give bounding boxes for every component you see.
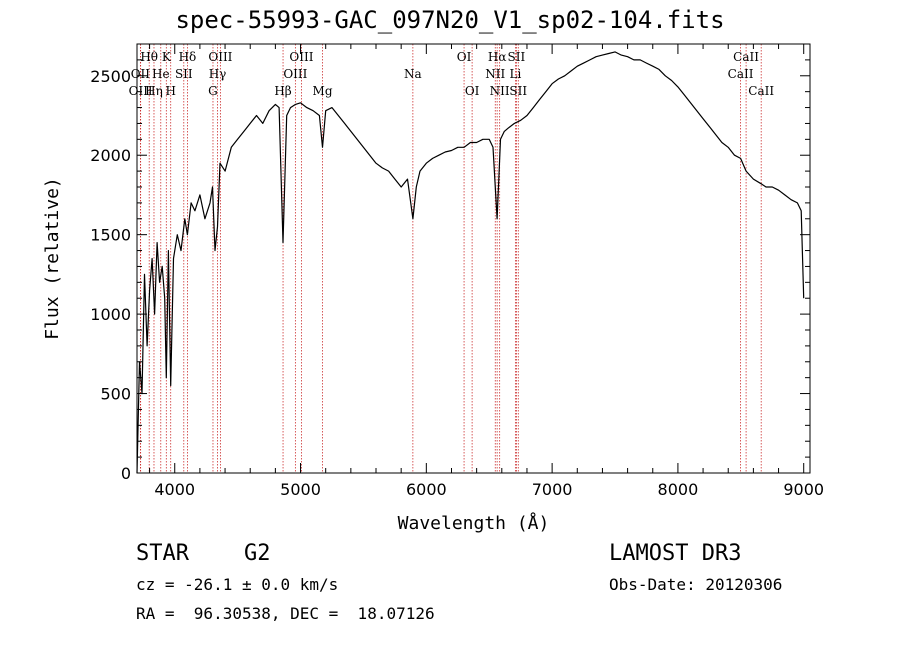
- x-tick-label: 8000: [658, 480, 699, 499]
- chart-title: spec-55993-GAC_097N20_V1_sp02-104.fits: [175, 6, 725, 34]
- x-axis-title: Wavelength (Å): [398, 512, 550, 534]
- spectral-line-label: Hβ: [274, 84, 291, 98]
- spectral-line-label: SII: [175, 67, 193, 81]
- subclass-label: G2: [244, 541, 271, 566]
- spectral-line-label: OIII: [283, 67, 307, 81]
- x-tick-label: 5000: [280, 480, 321, 499]
- spectral-line-label: Hγ: [209, 67, 227, 81]
- y-tick-label: 1500: [90, 226, 131, 245]
- coordinates: RA = 96.30538, DEC = 18.07126: [136, 604, 435, 623]
- spectral-line-label: Mg: [313, 84, 333, 98]
- spectral-line-label: Hα: [488, 50, 507, 64]
- spectral-line-label: SII: [509, 84, 527, 98]
- spectral-line-label: OIII: [129, 84, 153, 98]
- y-tick-label: 500: [100, 385, 131, 404]
- survey-label: LAMOST DR3: [609, 541, 742, 566]
- spectrum-line: [136, 51, 805, 474]
- spectral-line-label: OI: [457, 50, 472, 64]
- spectral-line-label: SII: [508, 50, 526, 64]
- spectral-line-label: K: [162, 50, 172, 64]
- spectral-line-label: Hθ: [140, 50, 158, 64]
- spectral-line-label: He: [152, 67, 170, 81]
- plot-frame: [136, 43, 811, 474]
- spectral-line-label: CaII: [733, 50, 759, 64]
- spectral-line-label: H: [165, 84, 175, 98]
- x-tick-label: 7000: [532, 480, 573, 499]
- spectral-line-label: OIII: [289, 50, 313, 64]
- spectral-line-label: NII: [490, 84, 510, 98]
- class-label: STAR: [136, 541, 189, 566]
- obs-date: Obs-Date: 20120306: [609, 575, 783, 594]
- spectral-line-label: G: [208, 84, 218, 98]
- spectral-line-label: OII: [131, 67, 151, 81]
- y-tick-label: 0: [121, 464, 131, 483]
- y-tick-label: 2500: [90, 67, 131, 86]
- spectral-line-label: Li: [509, 67, 521, 81]
- spectral-line-label: CaII: [728, 67, 754, 81]
- x-tick-label: 6000: [406, 480, 447, 499]
- spectral-line-label: NII: [485, 67, 505, 81]
- spectral-line-label: Hη: [145, 84, 163, 98]
- x-tick-label: 9000: [783, 480, 824, 499]
- cz-value: cz = -26.1 ± 0.0 km/s: [136, 575, 339, 594]
- spectral-line-label: OIII: [208, 50, 232, 64]
- y-axis-title: Flux (relative): [42, 177, 63, 340]
- x-tick-label: 4000: [154, 480, 195, 499]
- spectral-line-label: Na: [404, 67, 422, 81]
- y-tick-label: 1000: [90, 305, 131, 324]
- spectral-line-label: OI: [465, 84, 480, 98]
- spectral-line-label: Hδ: [179, 50, 197, 64]
- y-tick-label: 2000: [90, 146, 131, 165]
- spectral-line-label: CaII: [748, 84, 774, 98]
